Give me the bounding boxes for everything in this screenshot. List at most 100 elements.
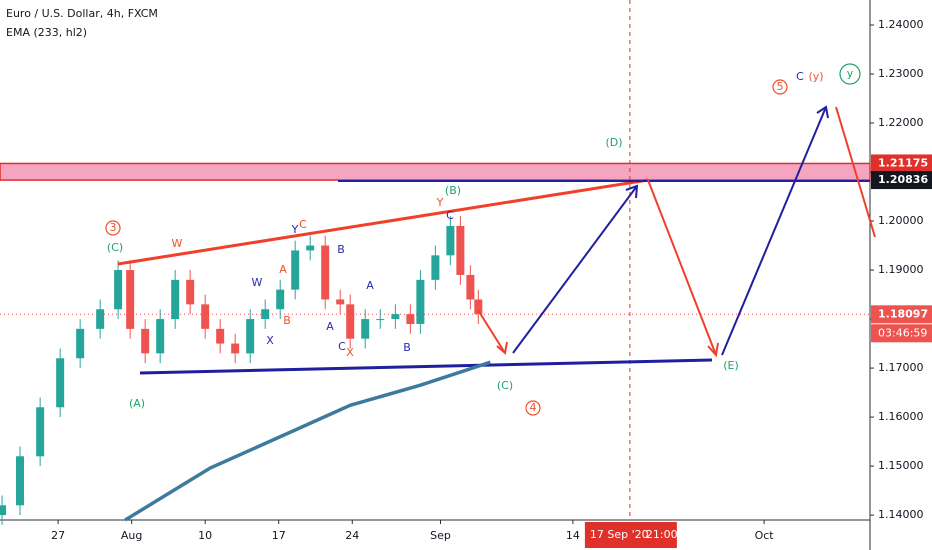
- x-tick-label: 17: [272, 529, 286, 542]
- y-tick-label: 1.20000: [878, 214, 924, 227]
- zone-top-box: [871, 154, 932, 173]
- wave-label: C: [796, 70, 804, 83]
- zone: [0, 162, 871, 181]
- wave-label: 5: [777, 80, 784, 93]
- wave-label: (E): [723, 359, 739, 372]
- candle-body: [246, 319, 255, 354]
- candle-body: [276, 289, 285, 310]
- wave-label: Y: [291, 223, 299, 236]
- trend-line: [117, 178, 649, 266]
- candle-body: [466, 274, 475, 300]
- wave-label: C: [338, 340, 346, 353]
- arrow-head: [496, 341, 508, 355]
- y-tick-label: 1.16000: [878, 410, 924, 423]
- candle-body: [406, 314, 415, 324]
- candle-body: [376, 319, 385, 321]
- zone-top-label: 1.21175: [878, 156, 928, 169]
- y-tick-label: 1.22000: [878, 116, 924, 129]
- wave-label: X: [266, 334, 274, 347]
- plot-area: [0, 0, 871, 525]
- wave-label: (C): [107, 241, 123, 254]
- wave-label: A: [366, 279, 374, 292]
- x-tick-label: 27: [51, 529, 65, 542]
- x-tick-label: 14: [566, 529, 580, 542]
- wave-label: B: [403, 341, 411, 354]
- candle-body: [186, 279, 195, 305]
- candle-body: [126, 270, 135, 329]
- candle-body: [216, 328, 225, 344]
- subtitle: EMA (233, hl2): [6, 26, 87, 39]
- candle-body: [446, 225, 455, 256]
- candle-body: [456, 225, 465, 275]
- wave-circle: [772, 79, 788, 95]
- candle-body: [141, 328, 150, 354]
- x-tick-label: Sep: [430, 529, 451, 542]
- arrow: [647, 179, 717, 356]
- candle-body: [96, 309, 105, 329]
- y-tick-label: 1.24000: [878, 18, 924, 31]
- wave-label: (C): [497, 379, 513, 392]
- candle-body: [474, 299, 483, 315]
- candle-body: [291, 250, 300, 290]
- wave-label: 3: [110, 221, 117, 234]
- arrow: [477, 309, 506, 354]
- wave-label: (B): [445, 184, 461, 197]
- arrow-head: [816, 105, 829, 119]
- wave-label: W: [172, 237, 183, 250]
- trend-line: [139, 358, 713, 375]
- wave-label: y: [847, 67, 854, 80]
- candle-body: [321, 245, 330, 300]
- arrow-head: [625, 184, 639, 199]
- candle-body: [201, 304, 210, 329]
- x-tick-label: Oct: [755, 529, 775, 542]
- candle-body: [114, 270, 123, 310]
- candle-body: [171, 279, 180, 320]
- wave-label: A: [326, 320, 334, 333]
- y-tick-label: 1.17000: [878, 361, 924, 374]
- wave-label: C: [446, 209, 454, 222]
- countdown-box: [871, 324, 932, 343]
- wave-label: C: [299, 218, 307, 231]
- last-price-box: [871, 305, 932, 324]
- wave-label: X: [346, 346, 354, 359]
- x-tick-label: 10: [198, 529, 212, 542]
- crosshair-label-box: [584, 522, 677, 548]
- candle-body: [231, 343, 240, 354]
- candle-body: [76, 328, 85, 359]
- zone-bottom-box: [871, 171, 932, 190]
- candle-body: [431, 255, 440, 280]
- candle-body: [416, 279, 425, 324]
- candle-body: [306, 245, 315, 251]
- wave-label: (A): [129, 397, 145, 410]
- countdown: 03:46:59: [878, 326, 927, 339]
- arrow-head: [707, 342, 719, 358]
- arrow: [721, 106, 827, 356]
- crosshair-time: 21:00: [646, 528, 678, 541]
- arrow: [512, 185, 638, 354]
- y-tick-label: 1.15000: [878, 459, 924, 472]
- candle-body: [346, 304, 355, 339]
- wave-circle: [525, 400, 541, 416]
- candle-body: [56, 358, 65, 408]
- arrows: [477, 105, 876, 358]
- y-tick-label: 1.14000: [878, 508, 924, 521]
- drawings: [117, 105, 876, 375]
- wave-label: (D): [605, 136, 622, 149]
- candle-body: [16, 456, 25, 506]
- wave-label: W: [252, 276, 263, 289]
- wave-label: (y): [808, 70, 823, 83]
- ema-line: [124, 360, 491, 522]
- candle-body: [336, 299, 345, 305]
- last-price-label: 1.18097: [878, 307, 928, 320]
- wave-label: B: [283, 314, 291, 327]
- candle-body: [391, 314, 400, 320]
- candle-body: [156, 319, 165, 354]
- wave-label: A: [279, 263, 287, 276]
- wave-label: 4: [530, 401, 537, 414]
- wave-circle: [839, 63, 861, 85]
- y-tick-label: 1.19000: [878, 263, 924, 276]
- title: Euro / U.S. Dollar, 4h, FXCM: [6, 7, 158, 20]
- wave-label: Y: [436, 196, 444, 209]
